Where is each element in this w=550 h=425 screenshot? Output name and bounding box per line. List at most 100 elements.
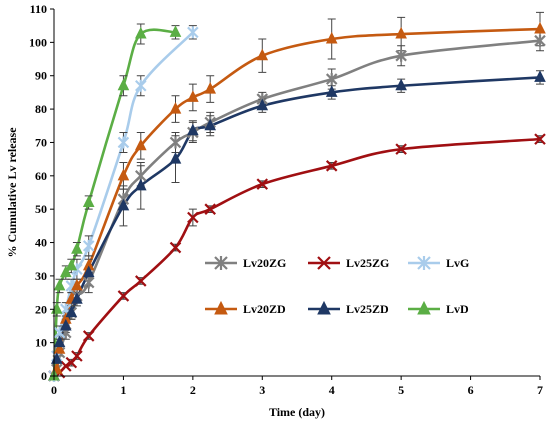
data-point-Lv25ZG xyxy=(117,290,130,302)
legend-label: Lv20ZG xyxy=(243,256,286,270)
marker-triangle xyxy=(134,178,147,191)
marker-triangle xyxy=(395,26,407,39)
marker-triangle xyxy=(82,195,95,208)
y-tick-label: 20 xyxy=(35,302,47,316)
marker-x xyxy=(317,256,331,270)
data-point-Lv25ZG xyxy=(325,160,338,172)
data-point-LvD xyxy=(65,258,78,271)
data-point-Lv20ZD xyxy=(71,278,83,291)
x-tick-label: 3 xyxy=(259,383,265,397)
marker-x xyxy=(82,330,95,342)
marker-star xyxy=(417,256,431,270)
marker-star xyxy=(534,34,546,47)
marker-x xyxy=(395,143,407,155)
marker-triangle xyxy=(256,98,269,111)
marker-triangle xyxy=(50,302,63,314)
data-point-Lv20ZD xyxy=(169,101,182,114)
x-tick-label: 2 xyxy=(190,383,196,397)
marker-x xyxy=(204,203,216,215)
data-point-LvG xyxy=(117,136,130,149)
data-point-Lv20ZD xyxy=(204,81,217,94)
data-point-LvD xyxy=(59,265,72,278)
marker-triangle xyxy=(82,265,95,278)
data-point-Lv20ZD xyxy=(325,31,338,44)
data-point-Lv25ZD xyxy=(204,118,217,131)
data-point-Lv20ZG xyxy=(325,73,338,86)
legend-swatch-marker xyxy=(214,256,228,270)
data-point-Lv25ZG xyxy=(256,178,269,190)
data-point-LvG xyxy=(82,239,95,252)
data-point-LvD xyxy=(134,26,147,39)
data-point-Lv20ZD xyxy=(53,342,66,354)
data-point-Lv25ZG xyxy=(60,360,72,372)
marker-triangle xyxy=(214,300,228,315)
marker-x xyxy=(256,178,269,190)
marker-x xyxy=(60,360,72,372)
data-point-Lv20ZD xyxy=(134,138,147,151)
legend-label: Lv25ZG xyxy=(346,256,389,270)
marker-triangle xyxy=(71,292,83,304)
y-tick-label: 10 xyxy=(35,336,47,350)
marker-triangle xyxy=(117,78,130,91)
data-point-Lv25ZD xyxy=(187,123,199,136)
data-point-Lv25ZD xyxy=(325,85,338,97)
marker-star xyxy=(395,49,407,62)
legend-item-Lv20ZG: Lv20ZG xyxy=(205,256,286,270)
legend-label: Lv20ZD xyxy=(243,302,286,316)
data-point-Lv20ZG xyxy=(534,34,546,47)
data-point-Lv25ZD xyxy=(534,70,546,82)
y-tick-label: 60 xyxy=(35,169,47,183)
x-tick-label: 6 xyxy=(468,383,474,397)
data-point-Lv25ZG xyxy=(169,241,182,254)
data-point-Lv25ZG xyxy=(187,211,199,224)
marker-star xyxy=(325,73,338,86)
marker-triangle xyxy=(395,78,407,91)
marker-triangle xyxy=(53,342,66,354)
marker-star xyxy=(135,79,147,92)
legend-item-LvG: LvG xyxy=(408,256,469,270)
marker-triangle xyxy=(325,85,338,97)
legend-swatch-marker xyxy=(417,256,431,270)
y-tick-label: 0 xyxy=(41,369,47,383)
marker-triangle xyxy=(325,31,338,44)
marker-x xyxy=(169,241,182,254)
marker-triangle xyxy=(534,70,546,82)
legend-item-Lv20ZD: Lv20ZD xyxy=(205,300,286,316)
marker-triangle xyxy=(169,152,182,164)
legend-label: LvG xyxy=(446,256,469,270)
marker-star xyxy=(214,256,228,270)
legend-item-Lv25ZG: Lv25ZG xyxy=(308,256,389,270)
marker-triangle xyxy=(534,21,546,34)
x-tick-label: 7 xyxy=(537,383,543,397)
marker-star xyxy=(169,136,182,149)
marker-triangle xyxy=(71,242,83,254)
y-axis-ticks: 0 10 20 30 40 50 60 70 80 90 100 110 xyxy=(29,2,54,383)
marker-triangle xyxy=(187,90,199,102)
data-point-LvD xyxy=(71,242,83,254)
data-point-Lv25ZG xyxy=(395,143,407,155)
data-point-Lv20ZG xyxy=(395,49,407,62)
data-point-Lv25ZG xyxy=(82,330,95,342)
marker-triangle xyxy=(117,198,130,211)
x-axis-title: Time (day) xyxy=(269,405,325,419)
data-point-Lv25ZG xyxy=(534,133,546,145)
marker-triangle xyxy=(187,123,199,136)
y-tick-label: 50 xyxy=(35,202,47,216)
marker-x xyxy=(117,290,130,302)
data-point-Lv25ZD xyxy=(59,318,72,331)
x-tick-label: 5 xyxy=(398,383,404,397)
marker-triangle xyxy=(134,26,147,39)
marker-triangle xyxy=(71,278,83,291)
data-point-Lv25ZD xyxy=(53,335,66,348)
data-point-Lv25ZD xyxy=(256,98,269,111)
y-tick-label: 30 xyxy=(35,269,47,283)
y-tick-label: 80 xyxy=(35,102,47,116)
series-line-Lv25ZD xyxy=(52,76,541,377)
marker-x xyxy=(71,350,83,362)
marker-triangle xyxy=(134,138,147,151)
legend: Lv20ZG Lv25ZG LvG Lv20ZD Lv25ZD LvD xyxy=(205,256,469,316)
data-point-Lv25ZD xyxy=(169,152,182,164)
x-tick-label: 0 xyxy=(51,383,57,397)
marker-star xyxy=(117,136,130,149)
